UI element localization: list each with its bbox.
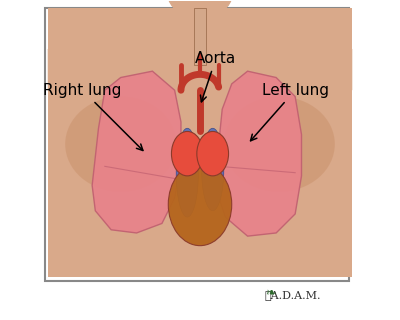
Polygon shape — [194, 8, 206, 65]
FancyBboxPatch shape — [44, 8, 349, 281]
Ellipse shape — [224, 97, 335, 192]
Polygon shape — [232, 49, 352, 90]
Ellipse shape — [176, 128, 198, 217]
Polygon shape — [48, 49, 168, 90]
Text: ✿A.D.A.M.: ✿A.D.A.M. — [264, 290, 320, 300]
Text: Left lung: Left lung — [250, 83, 329, 141]
Text: Aorta: Aorta — [195, 51, 236, 102]
Text: Right lung: Right lung — [44, 83, 143, 150]
Polygon shape — [168, 8, 232, 59]
Polygon shape — [219, 71, 302, 236]
Text: ❧: ❧ — [265, 287, 276, 300]
Ellipse shape — [197, 132, 228, 176]
Ellipse shape — [168, 163, 232, 246]
Ellipse shape — [202, 128, 224, 211]
Polygon shape — [48, 8, 352, 277]
Ellipse shape — [65, 97, 176, 192]
Ellipse shape — [168, 0, 232, 17]
Polygon shape — [92, 71, 181, 233]
Ellipse shape — [172, 132, 203, 176]
